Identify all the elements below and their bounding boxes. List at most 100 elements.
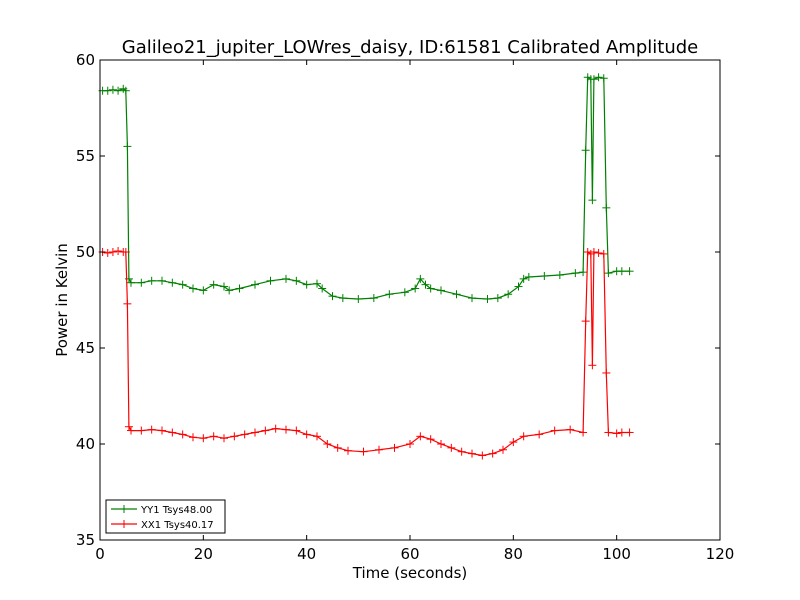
data-point xyxy=(251,280,259,289)
data-point xyxy=(359,447,368,456)
x-tick-label: 100 xyxy=(602,545,631,563)
data-point xyxy=(369,294,378,303)
data-point xyxy=(240,430,249,439)
data-point xyxy=(328,292,337,301)
y-axis-label: Power in Kelvin xyxy=(53,243,71,357)
data-point xyxy=(127,426,135,435)
data-point xyxy=(318,284,327,293)
y-tick-label: 40 xyxy=(76,435,95,453)
data-point xyxy=(114,86,123,95)
data-point xyxy=(555,271,564,280)
data-point xyxy=(519,432,528,441)
x-tick-label: 80 xyxy=(504,545,523,563)
series-0 xyxy=(98,73,634,304)
y-tick-label: 45 xyxy=(76,339,95,357)
data-point xyxy=(114,247,123,256)
data-point xyxy=(478,451,487,460)
data-point xyxy=(199,434,208,443)
data-point xyxy=(437,440,445,448)
data-point xyxy=(579,428,588,437)
data-point xyxy=(385,290,394,299)
data-point xyxy=(452,290,461,299)
data-point xyxy=(540,272,549,280)
data-point xyxy=(566,425,575,434)
data-point xyxy=(292,426,301,435)
ticks-layer: 0 20 40 60 80 100 120 35 40 45 50 55 60 xyxy=(76,51,734,563)
data-point xyxy=(535,430,544,439)
series-layer xyxy=(98,73,634,460)
data-point xyxy=(375,445,383,454)
data-point xyxy=(344,446,352,455)
data-point xyxy=(524,272,533,281)
data-point xyxy=(617,267,626,276)
data-point xyxy=(178,280,187,289)
data-point xyxy=(426,435,435,444)
data-point xyxy=(127,278,135,287)
chart-title: Galileo21_jupiter_LOWres_daisy, ID:61581… xyxy=(122,37,698,58)
data-point xyxy=(282,274,290,283)
data-point xyxy=(509,438,518,447)
data-point xyxy=(147,276,156,285)
data-point xyxy=(571,269,580,278)
data-point xyxy=(292,276,301,285)
data-point xyxy=(261,426,270,435)
data-point xyxy=(416,274,425,283)
data-point xyxy=(468,449,476,458)
data-point xyxy=(147,425,156,434)
x-axis-label: Time (seconds) xyxy=(352,564,468,582)
series-1 xyxy=(98,247,634,460)
data-point xyxy=(220,434,228,443)
y-tick-label: 60 xyxy=(76,51,95,69)
data-point xyxy=(302,430,311,439)
data-point xyxy=(493,294,502,303)
data-point xyxy=(588,361,597,370)
legend-box xyxy=(105,499,226,534)
data-point xyxy=(602,203,611,212)
data-point xyxy=(168,278,177,287)
data-point xyxy=(504,290,513,299)
data-point xyxy=(581,317,590,326)
data-point xyxy=(612,429,621,438)
data-point xyxy=(594,248,603,257)
data-point xyxy=(189,284,197,293)
data-point xyxy=(604,428,613,437)
data-point xyxy=(599,74,608,83)
data-point xyxy=(589,75,598,84)
legend: YY1 Tsys48.00 XX1 Tsys40.17 xyxy=(105,499,226,534)
y-tick-label: 50 xyxy=(76,243,95,261)
data-point xyxy=(625,267,634,276)
data-point xyxy=(158,426,166,435)
data-point xyxy=(411,284,420,293)
legend-label: XX1 Tsys40.17 xyxy=(141,520,214,531)
data-point xyxy=(625,428,634,437)
data-point xyxy=(602,368,611,377)
x-tick-label: 120 xyxy=(706,545,735,563)
data-point xyxy=(617,428,626,437)
data-point xyxy=(230,432,239,441)
data-point xyxy=(499,445,507,454)
data-point xyxy=(313,432,321,441)
data-point xyxy=(437,286,445,295)
data-point xyxy=(313,279,321,288)
plot-area xyxy=(100,60,720,540)
data-point xyxy=(302,280,311,289)
data-point xyxy=(282,425,290,434)
legend-label: YY1 Tsys48.00 xyxy=(140,505,212,516)
data-point xyxy=(123,142,132,151)
x-tick-label: 40 xyxy=(297,545,316,563)
data-point xyxy=(137,426,146,435)
data-point xyxy=(579,268,588,277)
data-point xyxy=(121,86,130,95)
data-point xyxy=(594,73,603,82)
x-tick-label: 20 xyxy=(194,545,213,563)
data-point xyxy=(421,280,430,289)
data-point xyxy=(599,249,608,258)
data-point xyxy=(447,443,456,452)
data-point xyxy=(271,424,280,433)
data-point xyxy=(514,282,523,291)
data-point xyxy=(426,284,435,293)
data-point xyxy=(457,447,466,456)
data-point xyxy=(124,422,133,431)
data-point xyxy=(488,449,497,458)
